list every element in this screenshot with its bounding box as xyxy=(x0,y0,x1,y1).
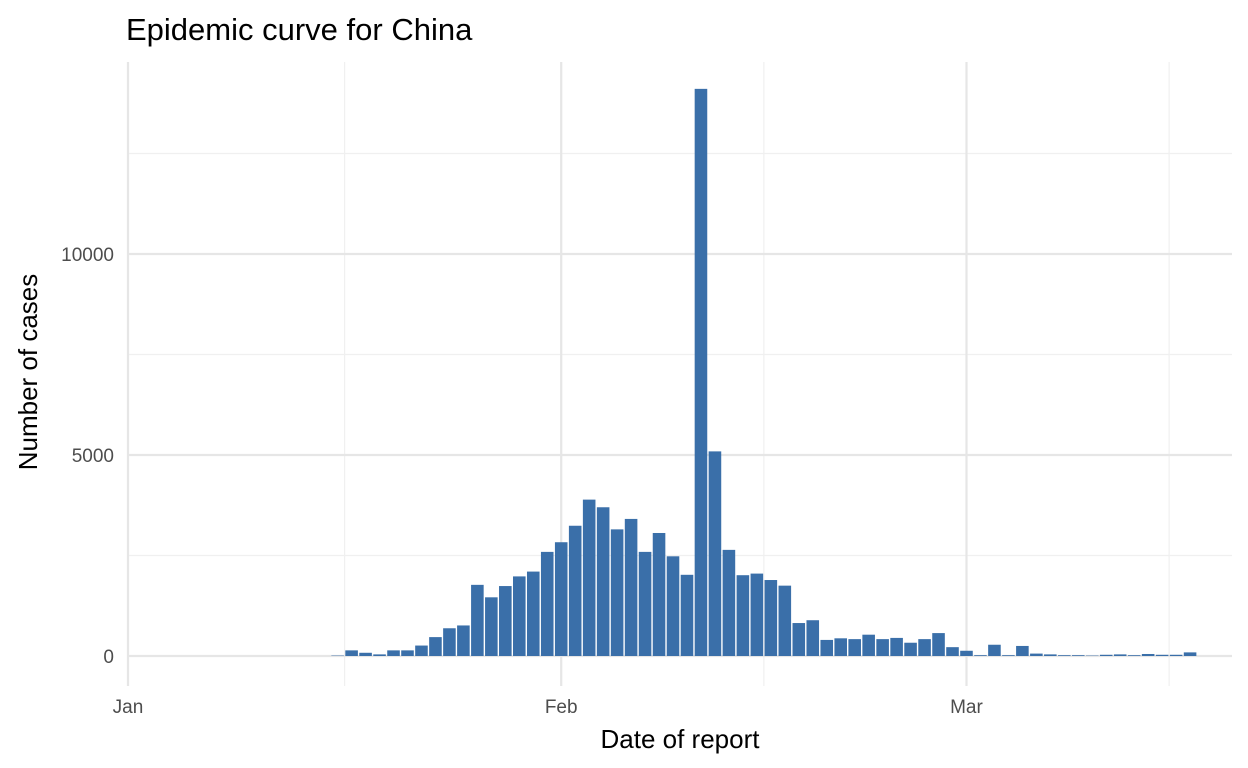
bar xyxy=(582,499,596,656)
bar xyxy=(1030,653,1043,656)
bar xyxy=(946,647,959,656)
bar xyxy=(722,549,736,656)
x-tick-label: Mar xyxy=(950,697,983,718)
bar xyxy=(708,451,722,656)
bar xyxy=(932,633,945,656)
bar xyxy=(876,639,889,656)
bar xyxy=(1127,655,1141,656)
bar xyxy=(1155,654,1169,656)
bar xyxy=(652,532,666,656)
bar xyxy=(401,650,414,656)
bar xyxy=(499,586,512,656)
bar xyxy=(904,642,917,656)
bar xyxy=(1169,654,1183,656)
bar xyxy=(540,551,554,656)
bar xyxy=(1099,654,1113,656)
bar xyxy=(457,625,470,656)
bar xyxy=(568,525,582,656)
bar xyxy=(1113,654,1127,656)
bar xyxy=(415,645,428,656)
bar xyxy=(666,556,680,656)
x-axis-title: Date of report xyxy=(601,724,761,754)
bar xyxy=(638,551,652,656)
bar xyxy=(806,620,820,656)
bar xyxy=(624,518,638,656)
chart-title: Epidemic curve for China xyxy=(126,12,473,47)
bar xyxy=(485,597,498,656)
bar xyxy=(345,650,358,656)
x-tick-labels: Jan Feb Mar xyxy=(113,697,984,718)
bar xyxy=(471,584,484,656)
bar xyxy=(778,585,792,656)
bars xyxy=(331,88,1197,657)
bar xyxy=(1071,655,1085,656)
bar xyxy=(792,623,806,656)
y-tick-label: 10000 xyxy=(61,245,114,266)
bar xyxy=(820,639,834,656)
major-gridlines xyxy=(126,62,1232,686)
bar xyxy=(736,575,750,656)
bar xyxy=(764,580,778,656)
y-axis-title: Number of cases xyxy=(13,274,43,471)
y-tick-label: 5000 xyxy=(72,446,114,467)
y-tick-label: 0 xyxy=(103,647,114,668)
bar xyxy=(680,574,694,656)
x-tick-label: Jan xyxy=(113,697,144,718)
bar xyxy=(1044,654,1057,656)
bar xyxy=(1141,653,1155,656)
bar xyxy=(750,573,764,656)
bar xyxy=(974,655,987,656)
bar xyxy=(862,634,875,656)
y-tick-labels: 0 5000 10000 xyxy=(61,245,114,668)
bar xyxy=(513,576,526,656)
bar xyxy=(429,637,442,656)
bar xyxy=(1183,652,1197,656)
bar xyxy=(988,644,1001,656)
bar xyxy=(610,529,624,656)
bar xyxy=(848,639,861,656)
bar xyxy=(918,639,931,656)
x-tick-label: Feb xyxy=(545,697,578,718)
bar xyxy=(443,628,456,656)
minor-gridlines xyxy=(128,62,1232,686)
bar xyxy=(554,542,568,656)
bar xyxy=(834,638,847,656)
bar xyxy=(1002,655,1015,656)
bar xyxy=(1058,655,1071,656)
bar xyxy=(694,88,708,657)
bar xyxy=(387,650,400,656)
bar xyxy=(373,654,386,656)
bar xyxy=(359,652,372,656)
bar xyxy=(526,571,540,656)
bar xyxy=(1016,645,1029,656)
bar xyxy=(596,507,610,656)
bar xyxy=(960,650,973,656)
bar xyxy=(890,637,903,656)
